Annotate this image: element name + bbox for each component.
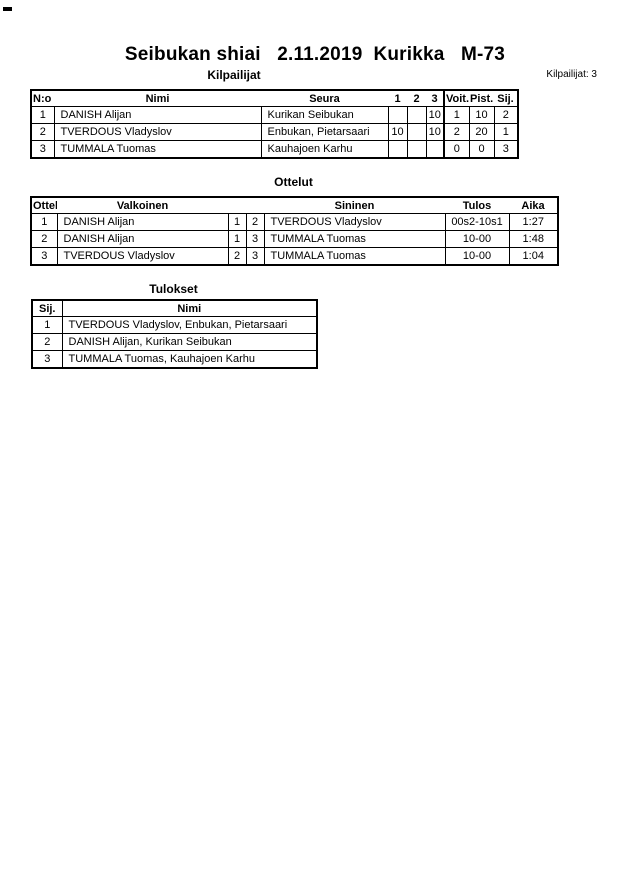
table-cell: 10 [425,106,445,124]
table-row: 2 DANISH Alijan, Kurikan Seibukan [31,333,318,351]
table-cell: TUMMALA Tuomas, Kauhajoen Karhu [61,350,318,369]
col-header-match3: 3 [426,90,444,107]
table-cell: 0 [468,140,495,159]
table-cell [425,140,445,159]
col-header-no: N:o [31,90,54,107]
table-cell: TVERDOUS Vladyslov [56,247,229,266]
table-cell: 1:48 [508,230,559,248]
section-heading-ottelut: Ottelut [274,175,313,189]
table-cell: 2 [227,247,247,266]
table-cell: 3 [31,350,63,369]
col-header-aika: Aika [509,197,558,214]
table-cell: 1 [493,123,519,141]
table-cell: TUMMALA Tuomas [53,140,262,159]
col-header-match1: 1 [388,90,407,107]
table-cell: DANISH Alijan, Kurikan Seibukan [61,333,318,351]
col-header-tulos: Tulos [445,197,509,214]
table-header-row: Sij. Nimi [31,299,318,317]
table-cell: 1 [443,106,470,124]
col-header-ottelu: Ottelu [31,197,57,214]
table-cell: TUMMALA Tuomas [263,247,446,266]
table-row: 3 TUMMALA Tuomas Kauhajoen Karhu 0 0 3 [30,140,519,159]
table-cell [406,106,427,124]
table-cell: DANISH Alijan [56,230,229,248]
col-header-blue-no [246,197,264,214]
table-cell: 3 [493,140,519,159]
table-cell: 2 [245,213,265,231]
table-header-row: N:o Nimi Seura 1 2 3 Voit. Pist. Sij. [31,90,518,107]
table-header-row: Ottelu Valkoinen Sininen Tulos Aika [31,197,558,214]
ottelut-table: Ottelu Valkoinen Sininen Tulos Aika 1 DA… [30,196,559,266]
tulokset-table: Sij. Nimi 1 TVERDOUS Vladyslov, Enbukan,… [31,299,318,369]
col-header-valkoinen: Valkoinen [57,197,228,214]
col-header-nimi: Nimi [61,299,318,317]
table-cell: 1 [227,230,247,248]
table-cell: 2 [30,123,55,141]
table-cell: 1:27 [508,213,559,231]
col-header-white-no [228,197,246,214]
table-cell: 1 [227,213,247,231]
table-cell: TVERDOUS Vladyslov, Enbukan, Pietarsaari [61,316,318,334]
table-cell: Kurikan Seibukan [260,106,389,124]
table-cell: 10 [425,123,445,141]
table-cell: 2 [31,333,63,351]
competitors-count: Kilpailijat: 3 [546,69,597,80]
table-row: 3 TUMMALA Tuomas, Kauhajoen Karhu [31,350,318,369]
col-header-pist: Pist. [469,90,494,107]
table-cell: 20 [468,123,495,141]
table-cell: 10-00 [444,230,510,248]
table-cell: 2 [443,123,470,141]
page-title: Seibukan shiai 2.11.2019 Kurikka M-73 [124,44,506,65]
page-corner-artifact [3,7,12,11]
section-heading-kilpailijat: Kilpailijat [207,68,261,82]
col-header-seura: Seura [261,90,388,107]
table-cell: 1 [30,213,58,231]
kilpailijat-table: N:o Nimi Seura 1 2 3 Voit. Pist. Sij. 1 … [30,89,519,159]
table-cell: 10 [468,106,495,124]
table-cell: 3 [245,230,265,248]
table-row: 2 TVERDOUS Vladyslov Enbukan, Pietarsaar… [30,123,519,141]
table-cell: TVERDOUS Vladyslov [263,213,446,231]
table-cell: 1 [31,316,63,334]
table-cell: 10 [387,123,408,141]
table-row: 3 TVERDOUS Vladyslov 2 3 TUMMALA Tuomas … [30,247,559,266]
col-header-sij: Sij. [494,90,518,107]
table-cell: 1 [30,106,55,124]
table-cell: 3 [30,140,55,159]
table-cell: TVERDOUS Vladyslov [53,123,262,141]
table-cell: 0 [443,140,470,159]
section-heading-tulokset: Tulokset [149,282,198,296]
table-cell: TUMMALA Tuomas [263,230,446,248]
table-cell [406,140,427,159]
table-cell: 2 [493,106,519,124]
table-cell: 3 [245,247,265,266]
table-cell [387,106,408,124]
table-cell [387,140,408,159]
col-header-sij: Sij. [31,299,63,317]
col-header-match2: 2 [407,90,426,107]
col-header-nimi: Nimi [54,90,261,107]
table-cell [406,123,427,141]
col-header-voit: Voit. [443,90,469,107]
table-cell: 1:04 [508,247,559,266]
table-cell: 3 [30,247,58,266]
table-cell: Kauhajoen Karhu [260,140,389,159]
table-row: 1 TVERDOUS Vladyslov, Enbukan, Pietarsaa… [31,316,318,334]
table-cell: 10-00 [444,247,510,266]
table-row: 1 DANISH Alijan 1 2 TVERDOUS Vladyslov 0… [30,213,559,231]
table-cell: 2 [30,230,58,248]
table-cell: DANISH Alijan [56,213,229,231]
col-header-sininen: Sininen [264,197,445,214]
table-cell: DANISH Alijan [53,106,262,124]
table-cell: 00s2-10s1 [444,213,510,231]
table-cell: Enbukan, Pietarsaari [260,123,389,141]
table-row: 2 DANISH Alijan 1 3 TUMMALA Tuomas 10-00… [30,230,559,248]
table-row: 1 DANISH Alijan Kurikan Seibukan 10 1 10… [30,106,519,124]
